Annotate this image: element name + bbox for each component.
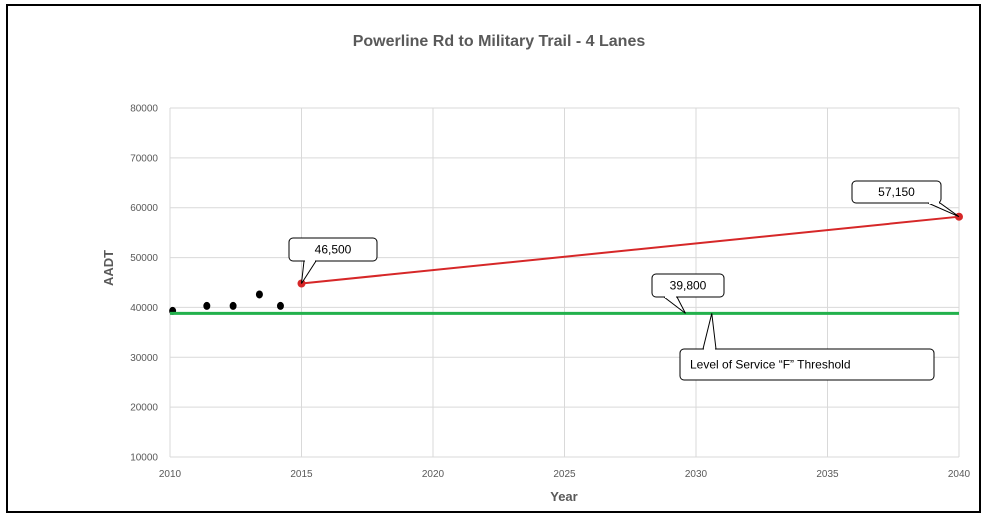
x-tick-label: 2015 xyxy=(290,469,313,480)
y-tick-label: 60000 xyxy=(130,203,158,214)
y-tick-label: 10000 xyxy=(130,453,158,464)
y-tick-label: 50000 xyxy=(130,253,158,264)
x-tick-label: 2020 xyxy=(422,469,445,480)
x-tick-label: 2025 xyxy=(553,469,576,480)
callout-pointer xyxy=(662,296,686,314)
callout-box xyxy=(851,180,942,204)
callout-box xyxy=(679,348,935,381)
callout-box xyxy=(288,237,378,262)
y-tick-labels: 10000 20000 30000 40000 50000 60000 70000 80000 xyxy=(130,104,158,464)
x-tick-label: 2040 xyxy=(948,469,971,480)
callout-box xyxy=(651,273,725,298)
chart-svg: Powerline Rd to Military Trail - 4 Lanes… xyxy=(101,33,971,504)
grid xyxy=(169,107,960,458)
callout-pointer xyxy=(301,260,317,284)
chart-title: Powerline Rd to Military Trail - 4 Lanes xyxy=(353,33,646,50)
x-tick-label: 2010 xyxy=(159,469,182,480)
y-axis-label: AADT xyxy=(101,250,116,286)
historic-point xyxy=(229,301,237,310)
callouts: 46,500 57,150 39,800 Level of Service “F” T… xyxy=(288,180,960,381)
callout-text: Level of Service “F” Threshold xyxy=(690,358,851,372)
chart-frame: Powerline Rd to Military Trail - 4 Lanes… xyxy=(6,4,981,513)
x-tick-label: 2030 xyxy=(685,469,708,480)
callout-pointer xyxy=(927,202,960,218)
callout-pointer xyxy=(702,313,717,350)
historic-point xyxy=(255,290,263,299)
callout-text: 57,150 xyxy=(878,185,915,199)
y-tick-label: 80000 xyxy=(130,104,158,115)
y-tick-label: 30000 xyxy=(130,353,158,364)
x-axis-label: Year xyxy=(550,489,577,504)
callout-text: 46,500 xyxy=(315,243,352,257)
y-tick-label: 40000 xyxy=(130,303,158,314)
historic-point xyxy=(203,301,211,310)
series xyxy=(169,212,963,315)
x-tick-label: 2035 xyxy=(816,469,839,480)
y-tick-label: 70000 xyxy=(130,153,158,164)
projection-line xyxy=(301,215,960,285)
y-tick-label: 20000 xyxy=(130,403,158,414)
x-tick-labels: 2010 2015 2020 2025 2030 2035 2040 xyxy=(159,469,971,480)
historic-point xyxy=(276,301,284,310)
callout-text: 39,800 xyxy=(670,279,707,293)
